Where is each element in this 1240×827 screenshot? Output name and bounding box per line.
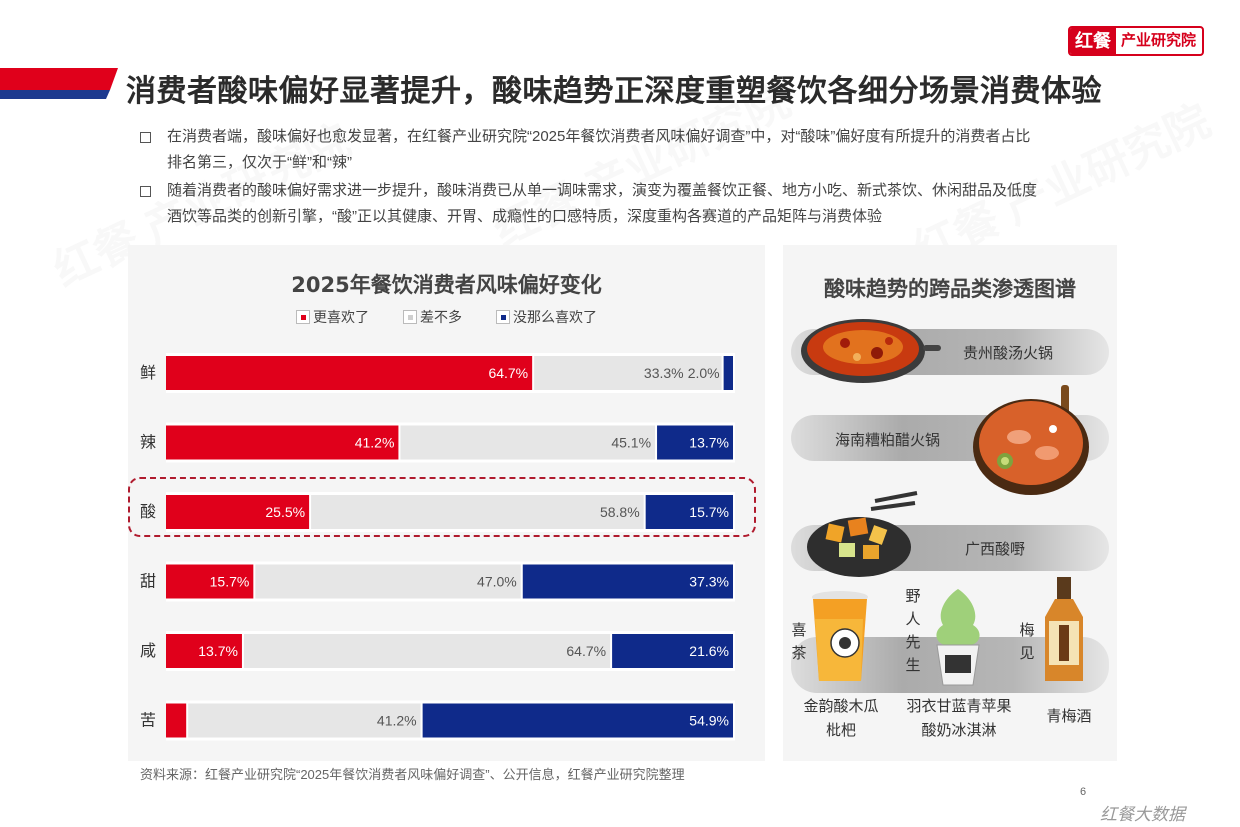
data-label: 15.7% bbox=[210, 574, 250, 590]
bullet-text: 在消费者端，酸味偏好也愈发显著，在红餐产业研究院“2025年餐饮消费者风味偏好调… bbox=[167, 128, 1031, 145]
brand-name-heytea: 喜茶 bbox=[791, 619, 807, 665]
bar-segment bbox=[522, 564, 733, 599]
bar-segment bbox=[723, 356, 733, 390]
brand-label: 梅见 bbox=[1019, 622, 1035, 662]
plum-wine-bottle-icon bbox=[1045, 577, 1083, 681]
data-label: 15.7% bbox=[689, 504, 729, 520]
title-accent-band bbox=[0, 68, 118, 99]
hotpot-icon bbox=[801, 319, 941, 383]
bar-segment bbox=[166, 356, 533, 390]
source-note: 资料来源：红餐产业研究院“2025年餐饮消费者风味偏好调查”、公开信息，红餐产业… bbox=[140, 767, 685, 782]
highlight-sour-row bbox=[128, 477, 756, 537]
data-label: 33.3% bbox=[644, 365, 684, 381]
data-label: 13.7% bbox=[689, 435, 729, 451]
category-label: 甜 bbox=[140, 572, 156, 591]
category-label: 辣 bbox=[140, 433, 156, 452]
data-label: 41.2% bbox=[355, 435, 395, 451]
bar-segment bbox=[534, 356, 722, 390]
chart-legend: 更喜欢了 差不多 没那么喜欢了 bbox=[128, 307, 765, 327]
caption-line: 羽衣甘蓝青苹果 bbox=[906, 698, 1012, 715]
bar-segment bbox=[166, 495, 310, 529]
page-number: 6 bbox=[1080, 786, 1087, 798]
bullet-list: 在消费者端，酸味偏好也愈发显著，在红餐产业研究院“2025年餐饮消费者风味偏好调… bbox=[140, 124, 1130, 232]
data-label: 13.7% bbox=[198, 643, 238, 659]
legend-label: 更喜欢了 bbox=[313, 309, 369, 325]
bullet-square-icon bbox=[140, 132, 151, 143]
bar-segment bbox=[243, 634, 611, 668]
caption-line: 枇杷 bbox=[825, 722, 856, 739]
brand-name-yeren: 野人先生 bbox=[905, 585, 921, 677]
data-label: 2.0% bbox=[688, 365, 720, 381]
fruit-tea-cup-icon bbox=[812, 591, 868, 681]
bullet-item: 在消费者端，酸味偏好也愈发显著，在红餐产业研究院“2025年餐饮消费者风味偏好调… bbox=[140, 124, 1130, 176]
bar-segment bbox=[657, 425, 733, 460]
page-title: 消费者酸味偏好显著提升，酸味趋势正深度重塑餐饮各细分场景消费体验 bbox=[126, 74, 1102, 109]
logo-mark: 红餐 bbox=[1070, 28, 1116, 54]
legend-label: 差不多 bbox=[420, 309, 462, 325]
product-caption: 金韵酸木瓜 枇杷 bbox=[791, 695, 891, 743]
food-label: 广西酸嘢 bbox=[965, 541, 1026, 558]
brand-name-meijian: 梅见 bbox=[1019, 619, 1035, 665]
legend-swatch-gray bbox=[403, 310, 417, 324]
panel-title: 酸味趋势的跨品类渗透图谱 bbox=[824, 277, 1076, 301]
legend-label: 没那么喜欢了 bbox=[513, 309, 597, 325]
data-label: 54.9% bbox=[689, 713, 729, 729]
data-label: 25.5% bbox=[265, 504, 305, 520]
category-label: 鲜 bbox=[140, 363, 156, 382]
food-label: 海南糟粕醋火锅 bbox=[835, 432, 941, 449]
data-label: 41.2% bbox=[377, 713, 417, 729]
bar-segment bbox=[166, 564, 254, 599]
bar-segment bbox=[422, 703, 733, 738]
category-label: 咸 bbox=[140, 641, 156, 660]
product-caption: 青梅酒 bbox=[1029, 705, 1109, 729]
caption-line: 金韵酸木瓜 bbox=[803, 698, 879, 715]
data-label: 21.6% bbox=[689, 643, 729, 659]
bullet-text: 排名第三，仅次于“鲜”和“辣” bbox=[167, 154, 352, 171]
bar-segment bbox=[166, 634, 242, 668]
stacked-bar-chart: 鲜 64.7% 33.3% 2.0% 辣 41.2% 45.1% 13.7% 酸 25.5% 58.… bbox=[140, 353, 735, 741]
pickled-fruit-icon bbox=[807, 491, 918, 577]
legend-swatch-navy bbox=[496, 310, 510, 324]
bullet-square-icon bbox=[140, 186, 151, 197]
brand-logo: 红餐 产业研究院 bbox=[1068, 26, 1205, 56]
data-label: 64.7% bbox=[488, 365, 528, 381]
seafood-hotpot-icon bbox=[973, 385, 1089, 495]
data-label: 47.0% bbox=[477, 574, 517, 590]
bar-segment bbox=[612, 634, 733, 668]
brand-label: 喜茶 bbox=[791, 622, 807, 662]
legend-item: 没那么喜欢了 bbox=[496, 307, 597, 327]
legend-item: 差不多 bbox=[403, 307, 462, 327]
legend-swatch-red bbox=[296, 310, 310, 324]
bar-segment bbox=[645, 495, 733, 529]
bar-segment bbox=[188, 703, 421, 738]
chart-title: 2025年餐饮消费者风味偏好变化 bbox=[291, 273, 602, 297]
caption-line: 青梅酒 bbox=[1046, 708, 1092, 725]
product-caption: 羽衣甘蓝青苹果 酸奶冰淇淋 bbox=[895, 695, 1023, 743]
ice-cream-icon bbox=[936, 589, 980, 686]
bar-segment bbox=[166, 425, 399, 460]
data-label: 37.3% bbox=[689, 574, 729, 590]
bar-segment bbox=[311, 495, 644, 529]
category-panel: 酸味趋势的跨品类渗透图谱 贵州酸汤火锅 海南糟粕醋火锅 广西酸嘢 喜茶 bbox=[783, 245, 1117, 761]
data-label: 45.1% bbox=[611, 435, 651, 451]
corner-watermark: 红餐大数据 bbox=[1100, 805, 1185, 824]
bar-segment bbox=[255, 564, 521, 599]
bullet-item: 随着消费者的酸味偏好需求进一步提升，酸味消费已从单一调味需求，演变为覆盖餐饮正餐… bbox=[140, 178, 1130, 230]
legend-item: 更喜欢了 bbox=[296, 307, 369, 327]
logo-text: 产业研究院 bbox=[1121, 32, 1197, 49]
caption-line: 酸奶冰淇淋 bbox=[921, 722, 997, 739]
bullet-text: 酒饮等品类的创新引擎，“酸”正以其健康、开胃、成瘾性的口感特质，深度重构各赛道的… bbox=[167, 208, 882, 225]
data-label: 58.8% bbox=[600, 504, 640, 520]
bar-segment bbox=[400, 425, 656, 460]
bullet-text: 随着消费者的酸味偏好需求进一步提升，酸味消费已从单一调味需求，演变为覆盖餐饮正餐… bbox=[167, 182, 1038, 199]
bar-segment bbox=[166, 703, 187, 738]
brand-label: 野人先生 bbox=[905, 588, 921, 674]
data-label: 64.7% bbox=[566, 643, 606, 659]
food-label: 贵州酸汤火锅 bbox=[963, 345, 1054, 362]
category-label: 酸 bbox=[140, 502, 156, 521]
category-label: 苦 bbox=[140, 711, 156, 730]
